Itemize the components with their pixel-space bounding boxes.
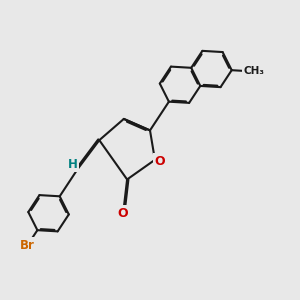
Text: O: O [118, 207, 128, 220]
Text: CH₃: CH₃ [243, 66, 264, 76]
Text: Br: Br [20, 239, 35, 252]
Text: H: H [68, 158, 78, 171]
Text: O: O [154, 155, 165, 168]
